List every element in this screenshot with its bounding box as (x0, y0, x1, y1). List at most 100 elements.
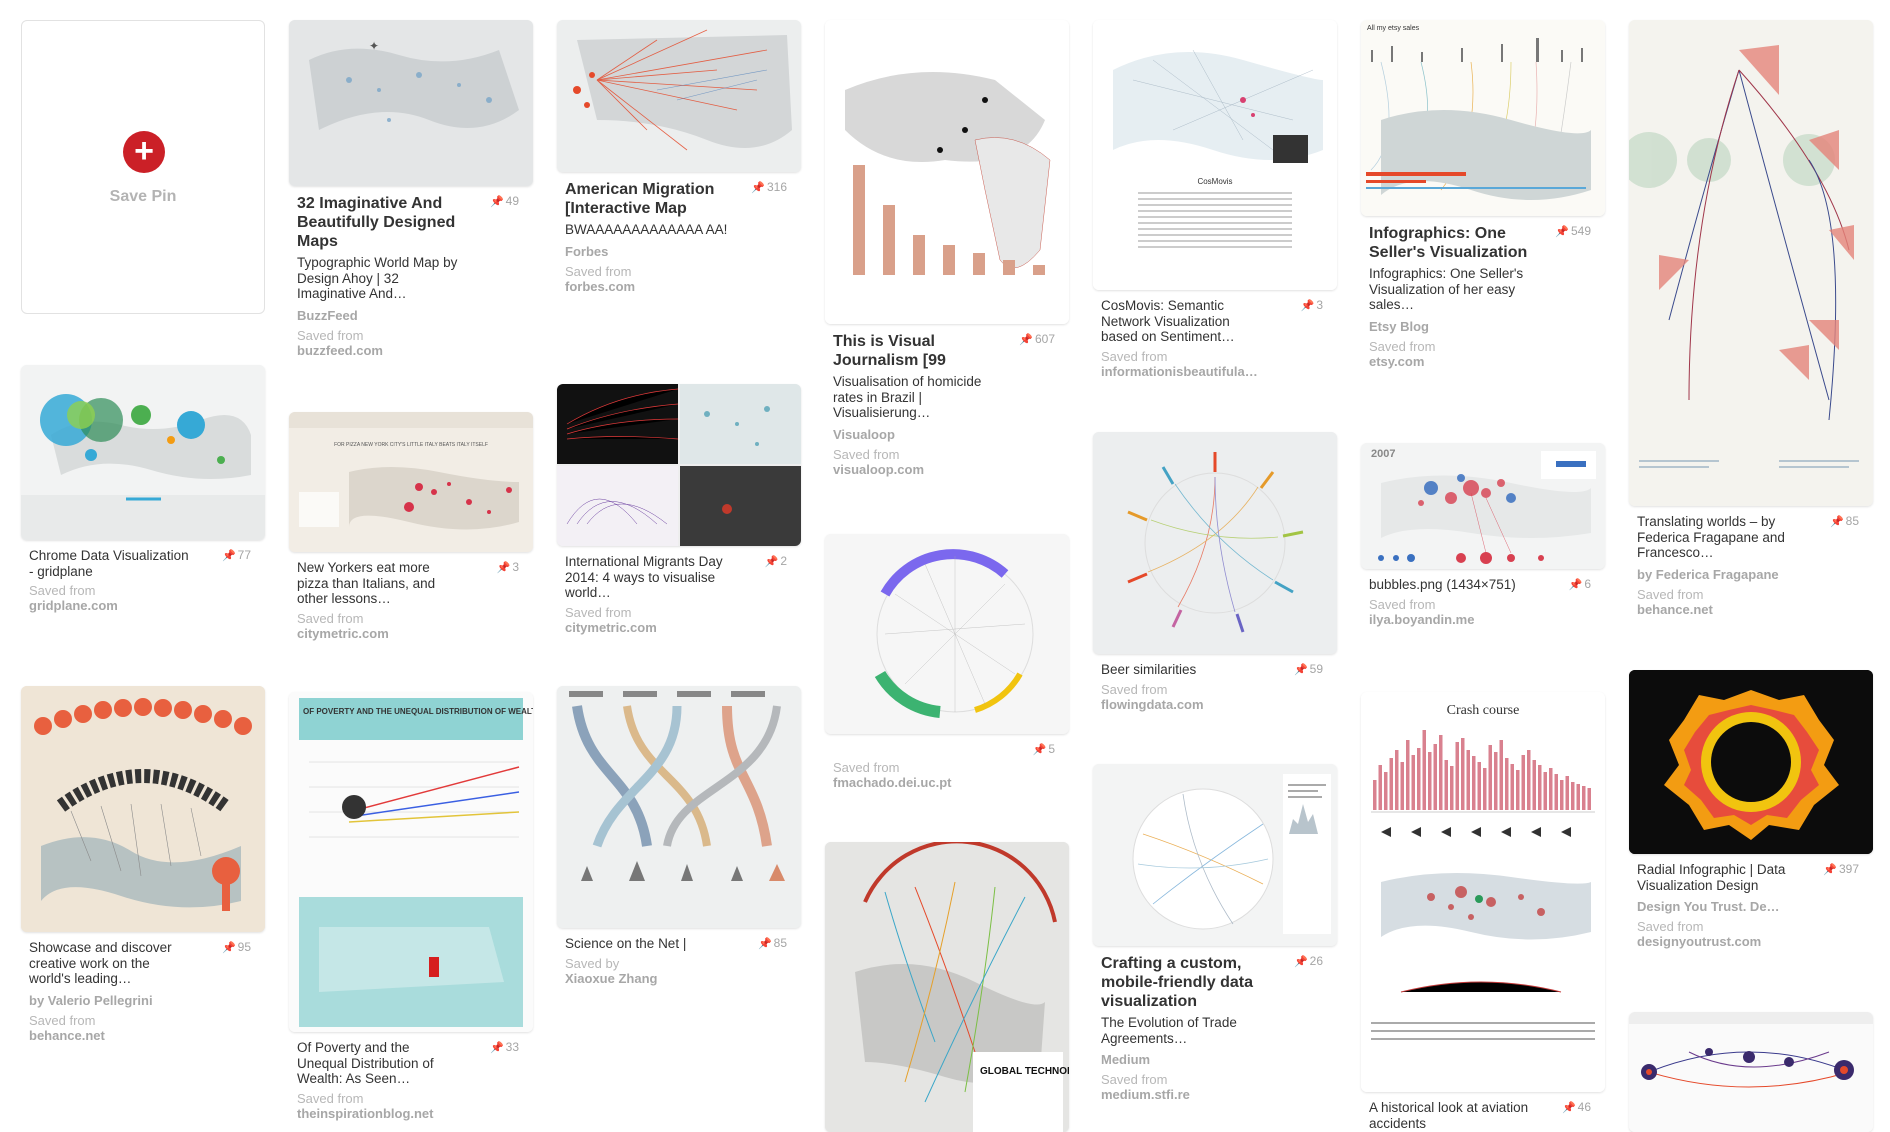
pin-image[interactable] (1629, 20, 1873, 506)
pushpin-icon: 📌 (1561, 1102, 1576, 1114)
pin-card[interactable]: All my etsy sales Infographics: One Sell… (1361, 20, 1605, 369)
repin-count[interactable]: 📌 85 (1829, 514, 1859, 528)
source-domain[interactable]: ilya.boyandin.me (1369, 611, 1475, 627)
source-domain[interactable]: informationisbeautifula… (1101, 363, 1258, 379)
source-domain[interactable]: citymetric.com (297, 625, 389, 641)
source-domain[interactable]: gridplane.com (29, 598, 118, 613)
repin-count[interactable]: 📌 3 (1300, 298, 1323, 312)
pin-image[interactable] (557, 686, 801, 928)
source-domain[interactable]: flowingdata.com (1101, 696, 1204, 712)
pin-image[interactable]: ✦ (289, 20, 533, 186)
pin-image[interactable] (1093, 432, 1337, 654)
pin-image[interactable] (557, 384, 801, 546)
repin-count[interactable]: 📌 607 (1019, 332, 1055, 346)
pin-attribution[interactable]: Visualoop (833, 426, 895, 442)
pin-attribution[interactable]: Design You Trust. De… (1637, 899, 1780, 914)
global-tech-headline: GLOBAL TECHNOLOGY (980, 1066, 1069, 1077)
pin-attribution[interactable]: by Valerio Pellegrini (29, 992, 153, 1008)
source-domain[interactable]: designyoutrust.com (1637, 934, 1762, 949)
repin-count[interactable]: 📌 397 (1823, 862, 1859, 876)
pin-image[interactable] (1629, 670, 1873, 854)
pin-card[interactable]: Showcase and discover creative work on t… (21, 686, 265, 1043)
pin-attribution[interactable]: Medium (1101, 1052, 1151, 1067)
pin-image[interactable]: OF POVERTY AND THE UNEQUAL DISTRIBUTION … (289, 692, 533, 1032)
source-domain[interactable]: theinspirationblog.net (297, 1105, 434, 1121)
repin-count[interactable]: 📌 26 (1293, 954, 1323, 968)
source-domain[interactable]: visualoop.com (833, 461, 925, 477)
pin-card[interactable]: 2007 bubbles.png (1434×751) 📌 6 Saved fro… (1361, 443, 1605, 627)
repin-count[interactable]: 📌 77 (221, 548, 251, 562)
repin-count[interactable]: 📌 6 (1568, 577, 1591, 591)
pushpin-icon: 📌 (764, 556, 779, 568)
save-pin-card[interactable]: + Save Pin (21, 20, 265, 314)
pushpin-icon: 📌 (1555, 226, 1569, 238)
repin-count[interactable]: 📌 33 (489, 1040, 519, 1054)
pin-image[interactable] (21, 686, 265, 932)
source-domain[interactable]: forbes.com (565, 278, 636, 294)
repin-count[interactable]: 📌 85 (757, 936, 787, 950)
pin-description: A historical look at aviation accidents (1369, 1100, 1529, 1131)
pin-card[interactable]: Chrome Data Visualization - gridplane 📌 7… (21, 365, 265, 613)
source-domain[interactable]: behance.net (1637, 601, 1713, 617)
pin-attribution[interactable]: Etsy Blog (1369, 318, 1429, 334)
pin-image[interactable]: GLOBAL TECHNOLOGY (825, 842, 1069, 1132)
decorative-bar (1406, 740, 1410, 810)
pin-image[interactable]: CosMovis (1093, 20, 1337, 290)
repin-count[interactable]: 📌 59 (1293, 662, 1323, 676)
pin-image[interactable]: All my etsy sales (1361, 20, 1605, 216)
pin-card[interactable]: CosMovis CosMovis: Semantic Network Visu… (1093, 20, 1337, 379)
pin-image[interactable] (1093, 764, 1337, 946)
pin-card[interactable]: Beer similarities 📌 59 Saved from flowing… (1093, 432, 1337, 712)
decorative-bar (1527, 750, 1531, 810)
pin-image[interactable]: Crash course (1361, 692, 1605, 1092)
pin-card[interactable] (1629, 1012, 1873, 1132)
pin-attribution[interactable]: by Federica Fragapane (1637, 566, 1779, 582)
source-domain[interactable]: etsy.com (1369, 353, 1425, 369)
repin-count[interactable]: 📌 49 (489, 194, 519, 208)
source-domain[interactable]: citymetric.com (565, 619, 657, 635)
pin-card[interactable]: Radial Infographic | Data Visualization … (1629, 670, 1873, 949)
repin-count[interactable]: 📌 95 (221, 940, 251, 954)
pin-card[interactable]: FOR PIZZA NEW YORK CITY'S LITTLE ITALY B… (289, 412, 533, 641)
pin-card[interactable]: This is Visual Journalism [99 Visualisat… (825, 20, 1069, 477)
source-domain[interactable]: behance.net (29, 1027, 105, 1043)
decorative-bar (1516, 770, 1520, 810)
pushpin-icon: 📌 (1032, 744, 1047, 756)
decorative-bar (1389, 758, 1393, 810)
pin-attribution[interactable]: Forbes (565, 243, 609, 259)
pin-image[interactable]: 2007 (1361, 443, 1605, 569)
pin-card[interactable]: Crafting a custom, mobile-friendly data … (1093, 764, 1337, 1102)
source-domain[interactable]: fmachado.dei.uc.pt (833, 775, 952, 790)
pin-attribution[interactable]: BuzzFeed (297, 307, 358, 323)
pin-image[interactable]: FOR PIZZA NEW YORK CITY'S LITTLE ITALY B… (289, 412, 533, 552)
repin-count[interactable]: 📌 3 (496, 560, 519, 574)
pin-image[interactable] (1629, 1012, 1873, 1132)
pin-image[interactable] (825, 20, 1069, 324)
pin-image[interactable] (557, 20, 801, 172)
pin-card[interactable]: GLOBAL TECHNOLOGY (825, 842, 1069, 1132)
repin-count[interactable]: 📌 46 (1561, 1100, 1591, 1114)
add-icon[interactable]: + (123, 131, 165, 173)
repin-count[interactable]: 📌 549 (1555, 224, 1591, 238)
repin-count[interactable]: 📌 2 (764, 554, 787, 568)
source-domain[interactable]: Xiaoxue Zhang (565, 970, 658, 986)
pin-description: CosMovis: Semantic Network Visualization… (1101, 298, 1235, 344)
pin-card[interactable]: American Migration [Interactive Map BWAA… (557, 20, 801, 294)
pin-card[interactable]: 📌 5 Saved from fmachado.dei.uc.pt (825, 534, 1069, 790)
decorative-bar (1576, 784, 1580, 810)
pin-card[interactable]: International Migrants Day 2014: 4 ways … (557, 384, 801, 635)
saved-label: Saved from (297, 1090, 364, 1106)
pin-card[interactable]: OF POVERTY AND THE UNEQUAL DISTRIBUTION … (289, 692, 533, 1121)
repin-count[interactable]: 📌 316 (751, 180, 787, 194)
pin-card[interactable]: ✦ 32 Imaginative And Beautifully Designe… (289, 20, 533, 358)
pin-card[interactable]: Crash course A historical look at aviati… (1361, 692, 1605, 1131)
pin-card[interactable]: Translating worlds – by Federica Fragapa… (1629, 20, 1873, 617)
source-domain[interactable]: medium.stfi.re (1101, 1087, 1190, 1102)
pin-card[interactable]: Science on the Net | 📌 85 Saved by Xiaoxu… (557, 686, 801, 986)
decorative-bar (1571, 782, 1575, 810)
repin-count[interactable]: 📌 5 (1032, 742, 1055, 756)
pin-image[interactable] (21, 365, 265, 540)
pin-title: Infographics: One Seller's Visualization (1369, 225, 1528, 261)
pin-image[interactable] (825, 534, 1069, 734)
source-domain[interactable]: buzzfeed.com (297, 342, 383, 358)
